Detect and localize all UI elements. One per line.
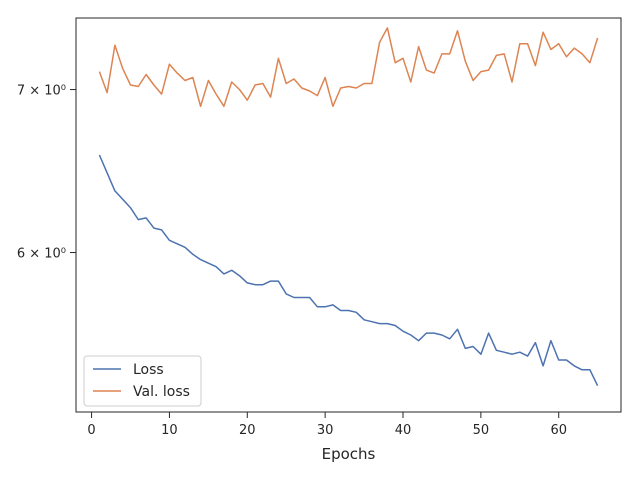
series-lines xyxy=(98,27,599,387)
series-line-val-loss xyxy=(98,27,599,108)
x-tick-label: 40 xyxy=(395,423,412,438)
x-tick-label: 50 xyxy=(473,423,490,438)
axis-ticks: 0 10 20 30 40 50 60 6 × 10⁰ 7 × 10⁰ xyxy=(17,84,567,438)
x-tick-label: 30 xyxy=(317,423,334,438)
legend: Loss Val. loss xyxy=(83,355,202,407)
legend-label: Val. loss xyxy=(133,384,190,400)
x-tick-label: 10 xyxy=(161,423,178,438)
x-tick-label: 60 xyxy=(550,423,567,438)
series-line-loss xyxy=(98,154,599,387)
x-tick-label: 0 xyxy=(87,423,95,438)
x-axis-label: Epochs xyxy=(322,445,376,463)
y-tick-label: 7 × 10⁰ xyxy=(17,84,66,99)
plot-frame xyxy=(75,17,622,413)
x-tick-label: 20 xyxy=(239,423,256,438)
y-tick-label: 6 × 10⁰ xyxy=(17,247,66,262)
legend-label: Loss xyxy=(133,362,164,378)
